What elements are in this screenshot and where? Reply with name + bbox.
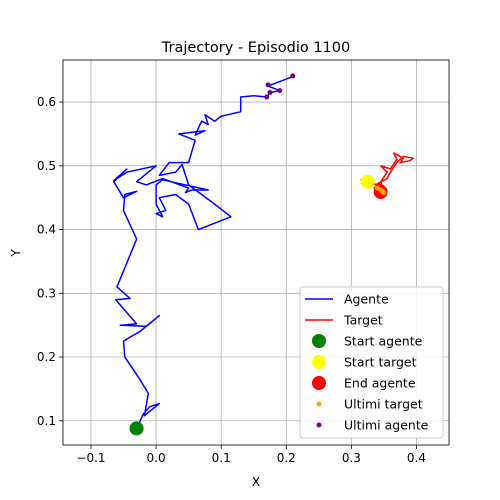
- ultimi-agente-point: [290, 73, 296, 79]
- x-tick-label: 0.2: [277, 451, 296, 465]
- x-tick-label: 0.0: [147, 451, 166, 465]
- y-tick-label: 0.3: [37, 286, 56, 300]
- start-agente-point: [129, 421, 144, 436]
- ultimi-agente-point: [267, 90, 273, 96]
- legend-ultimi-target-swatch: [316, 401, 322, 407]
- ultimi-target-point: [381, 190, 387, 196]
- legend: Agente Target Start agente Start target End …: [299, 286, 444, 439]
- x-tick-label: −0.1: [76, 451, 105, 465]
- y-axis-label: Y: [9, 249, 23, 258]
- y-tick-label: 0.5: [37, 159, 56, 173]
- legend-agente-label: Agente: [344, 292, 389, 307]
- plot-frame: [62, 59, 450, 446]
- y-tick-label: 0.4: [37, 223, 56, 237]
- legend-box: [299, 286, 444, 439]
- chart-title: Trajectory - Episodio 1100: [161, 40, 350, 56]
- legend-start-target-label: Start target: [344, 355, 417, 370]
- y-tick-label: 0.2: [37, 350, 56, 364]
- plot-area: −0.1 0.0 0.1 0.2 0.3 0.4 0.1 0.2 0.3 0.4 0.5 0.6: [37, 59, 450, 465]
- legend-end-agente-label: End agente: [344, 376, 416, 391]
- series-agente-line: [113, 75, 294, 429]
- legend-start-agente-label: Start agente: [344, 334, 423, 349]
- x-axis-label: X: [252, 475, 260, 489]
- legend-start-target-swatch: [312, 355, 326, 369]
- x-tick-label: 0.4: [407, 451, 426, 465]
- legend-start-agente-swatch: [312, 334, 326, 348]
- ultimi-agente-point: [264, 94, 270, 100]
- legend-target-label: Target: [343, 313, 383, 328]
- legend-ultimi-agente-swatch: [316, 422, 322, 428]
- y-tick-label: 0.6: [37, 95, 56, 109]
- x-tick-label: 0.1: [212, 451, 231, 465]
- series-target-line: [360, 152, 414, 194]
- legend-ultimi-agente-label: Ultimi agente: [344, 418, 429, 433]
- ultimi-agente-point: [265, 82, 271, 88]
- legend-ultimi-target-label: Ultimi target: [344, 397, 423, 412]
- ultimi-agente-point: [277, 88, 283, 94]
- legend-end-agente-swatch: [312, 376, 326, 390]
- start-target-point: [360, 174, 375, 189]
- x-tick-label: 0.3: [342, 451, 361, 465]
- y-tick-label: 0.1: [37, 414, 56, 428]
